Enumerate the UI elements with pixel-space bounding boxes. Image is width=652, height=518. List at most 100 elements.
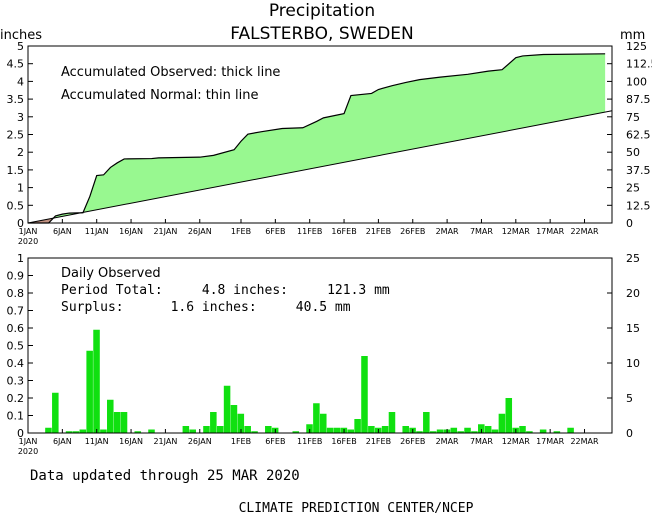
bottom-ytick-left-label: 1	[17, 252, 24, 265]
footer-credit: CLIMATE PREDICTION CENTER/NCEP	[239, 501, 474, 516]
daily-bar	[79, 429, 87, 433]
daily-bar	[148, 429, 155, 433]
daily-bar	[423, 412, 430, 433]
normal-line	[27, 110, 613, 224]
daily-bar	[416, 431, 423, 433]
top-xtick-label: 22MAR	[570, 227, 599, 236]
daily-bar	[86, 350, 93, 433]
daily-bar	[429, 431, 437, 433]
daily-bar	[402, 426, 409, 433]
top-ytick-right-label: 0	[626, 217, 633, 230]
footer-updated: Data updated through 25 MAR 2020	[30, 468, 300, 484]
top-ytick-left-label: 3	[17, 111, 24, 124]
daily-bar	[210, 412, 217, 433]
bottom-ytick-right-label: 10	[626, 357, 640, 370]
bottom-ytick-right-label: 25	[626, 252, 640, 265]
bottom-ytick-left-label: 0.9	[7, 270, 25, 283]
daily-annotation-surplus: Surplus: 1.6 inches: 40.5 mm	[61, 300, 351, 315]
top-ytick-left-label: 2.5	[7, 129, 25, 142]
top-ytick-right-label: 75	[626, 111, 640, 124]
bottom-xtick-label: 16JAN	[119, 437, 143, 446]
daily-bar	[216, 426, 224, 433]
daily-bar	[553, 431, 561, 433]
bottom-xtick-label: 11FEB	[297, 437, 322, 446]
bottom-xtick-label: 1JAN	[19, 437, 38, 446]
daily-bar	[107, 399, 114, 433]
top-xtick-label: 2MAR	[436, 227, 459, 236]
top-ytick-left-label: 1	[17, 182, 24, 195]
bottom-xtick-year-label: 2020	[18, 447, 38, 456]
top-xtick-label: 6FEB	[265, 227, 285, 236]
bottom-xtick-label: 11JAN	[85, 437, 109, 446]
deficit-fill	[28, 218, 54, 223]
bottom-ytick-left-label: 0.4	[7, 357, 25, 370]
daily-bar	[320, 413, 327, 433]
bottom-ytick-left-label: 0.2	[7, 392, 25, 405]
accumulated-chart: 00.511.522.533.544.55012.52537.55062.575…	[7, 40, 652, 246]
daily-bar	[381, 426, 389, 433]
daily-bar	[251, 431, 258, 433]
surplus-fill	[83, 53, 606, 213]
top-xtick-label: 11JAN	[85, 227, 109, 236]
daily-bar	[134, 431, 142, 433]
daily-bar	[457, 431, 464, 433]
chart-title: Precipitation	[269, 1, 375, 21]
daily-bar	[464, 427, 471, 433]
top-ytick-left-label: 0.5	[7, 199, 25, 212]
top-xtick-label: 6JAN	[53, 227, 72, 236]
daily-bar	[491, 429, 499, 433]
top-ytick-right-label: 125	[626, 40, 647, 53]
daily-bar	[265, 426, 272, 433]
daily-bar	[354, 419, 361, 433]
bottom-ytick-left-label: 0.7	[7, 305, 25, 318]
top-xtick-label: 1FEB	[231, 227, 251, 236]
daily-bar	[436, 429, 444, 433]
top-ytick-right-label: 112.5	[626, 58, 652, 71]
bottom-ytick-left-label: 0.3	[7, 375, 25, 388]
observed-line	[28, 53, 606, 224]
daily-bar	[306, 424, 313, 433]
top-ytick-left-label: 5	[17, 40, 24, 53]
daily-bar	[93, 329, 100, 433]
top-ytick-right-label: 37.5	[626, 164, 651, 177]
bottom-xtick-label: 21FEB	[366, 437, 391, 446]
daily-bar	[526, 431, 533, 433]
bottom-ytick-left-label: 0.1	[7, 410, 25, 423]
bottom-ytick-left-label: 0.6	[7, 322, 25, 335]
daily-bar	[313, 403, 320, 433]
bottom-xtick-label: 26FEB	[400, 437, 425, 446]
chart-subtitle: FALSTERBO, SWEDEN	[230, 24, 414, 44]
daily-bar	[203, 426, 210, 433]
top-ytick-right-label: 50	[626, 146, 640, 159]
daily-bar	[347, 429, 355, 433]
top-y-right-label: mm	[620, 28, 645, 43]
top-xtick-label: 21JAN	[153, 227, 177, 236]
daily-bar	[230, 405, 238, 433]
daily-bar	[52, 392, 59, 433]
bottom-xtick-label: 6FEB	[265, 437, 285, 446]
daily-bar	[450, 427, 458, 433]
top-xtick-label: 11FEB	[297, 227, 322, 236]
daily-bar	[237, 413, 245, 433]
daily-annotation-total: Period Total: 4.8 inches: 121.3 mm	[61, 283, 390, 298]
bottom-ytick-left-label: 0.5	[7, 340, 25, 353]
bottom-xtick-label: 2MAR	[436, 437, 459, 446]
daily-bar	[189, 429, 196, 433]
top-xtick-label: 26FEB	[400, 227, 425, 236]
top-ytick-right-label: 62.5	[626, 129, 651, 142]
bottom-xtick-label: 17MAR	[536, 437, 565, 446]
bottom-ytick-right-label: 15	[626, 322, 640, 335]
daily-bar	[182, 426, 190, 433]
daily-bar	[471, 431, 478, 433]
bottom-xtick-label: 26JAN	[188, 437, 212, 446]
top-ytick-left-label: 4.5	[7, 58, 25, 71]
bottom-ytick-left-label: 0.8	[7, 287, 25, 300]
daily-bar	[113, 412, 121, 433]
bottom-xtick-label: 21JAN	[153, 437, 177, 446]
top-ytick-right-label: 87.5	[626, 93, 651, 106]
top-ytick-left-label: 3.5	[7, 93, 25, 106]
daily-bar	[498, 413, 506, 433]
daily-bar	[223, 385, 231, 433]
bottom-xtick-label: 22MAR	[570, 437, 599, 446]
